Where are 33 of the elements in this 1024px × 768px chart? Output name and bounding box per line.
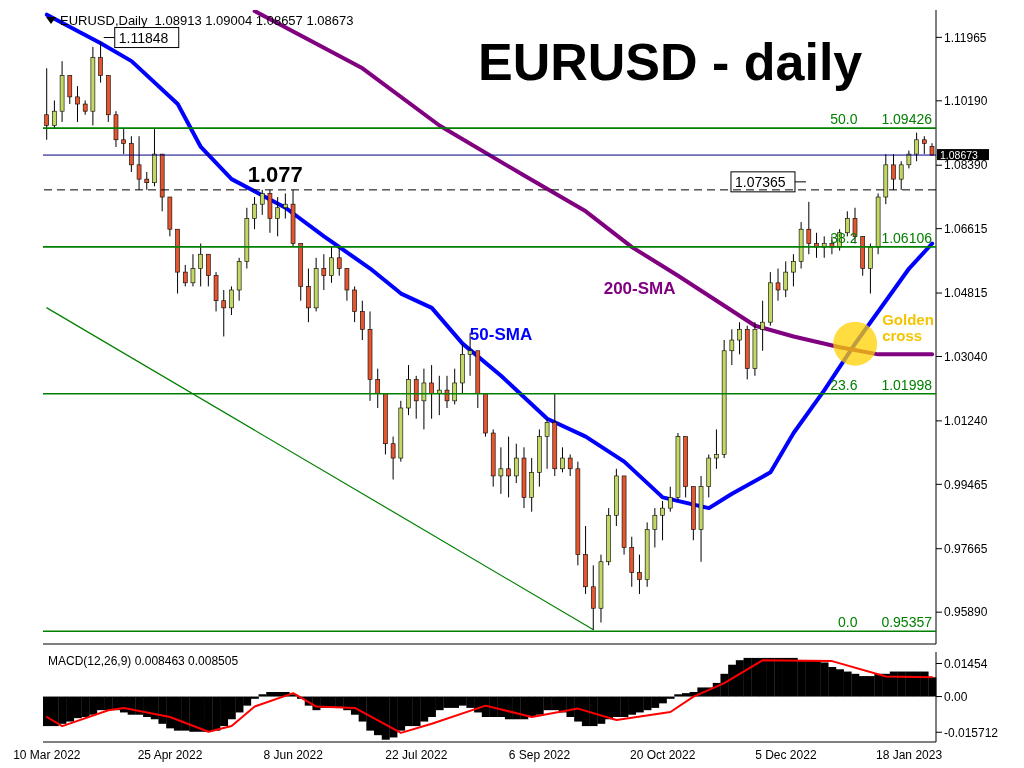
y-tick-label: 1.01240 <box>944 414 988 429</box>
x-tick-label: 10 Mar 2022 <box>13 747 81 762</box>
y-tick-label: 1.04815 <box>944 286 988 301</box>
y-tick-label: -0.015712 <box>944 725 999 740</box>
x-tick-label: 25 Apr 2022 <box>137 747 203 762</box>
y-tick-label: 1.11965 <box>944 30 987 45</box>
ref-line-label: 1.077 <box>247 161 303 187</box>
y-tick-label: 0.97665 <box>944 541 988 556</box>
ref-line-label: 23.6 1.01998 <box>830 376 933 393</box>
y-tick-label: 1.10190 <box>944 94 988 109</box>
x-tick-label: 5 Dec 2022 <box>755 747 817 762</box>
y-tick-label: 1.06615 <box>944 221 988 236</box>
series-label: 50-SMA <box>469 324 533 344</box>
annotation: 1.07365 <box>734 173 786 190</box>
x-tick-label: 22 Jul 2022 <box>385 747 448 762</box>
chart-title: MACD(12,26,9) 0.008463 0.008505 <box>48 654 239 668</box>
annotation: 1.11848 <box>118 29 169 46</box>
x-tick-label: 6 Sep 2022 <box>508 747 571 762</box>
ref-line-label: 0.0 0.95357 <box>838 614 933 631</box>
ref-line-label: 1.08673 <box>940 148 979 161</box>
x-tick-label: 20 Oct 2022 <box>630 747 696 762</box>
series-label: 200-SMA <box>603 278 676 298</box>
y-tick-label: 1.03040 <box>944 349 988 364</box>
x-tick-label: 8 Jun 2022 <box>263 747 324 762</box>
y-tick-label: 1.08390 <box>944 158 988 173</box>
chart-title: EURUSD - daily <box>478 32 863 92</box>
ref-line-label: 50.0 1.09426 <box>830 111 933 128</box>
y-tick-label: 0.00 <box>944 689 968 704</box>
y-tick-label: 0.95890 <box>944 605 988 620</box>
x-tick-label: 18 Jan 2023 <box>876 747 943 762</box>
y-tick-label: 0.01454 <box>944 656 988 671</box>
annotation: Golden cross <box>882 310 934 344</box>
y-tick-label: 0.99465 <box>944 477 988 492</box>
